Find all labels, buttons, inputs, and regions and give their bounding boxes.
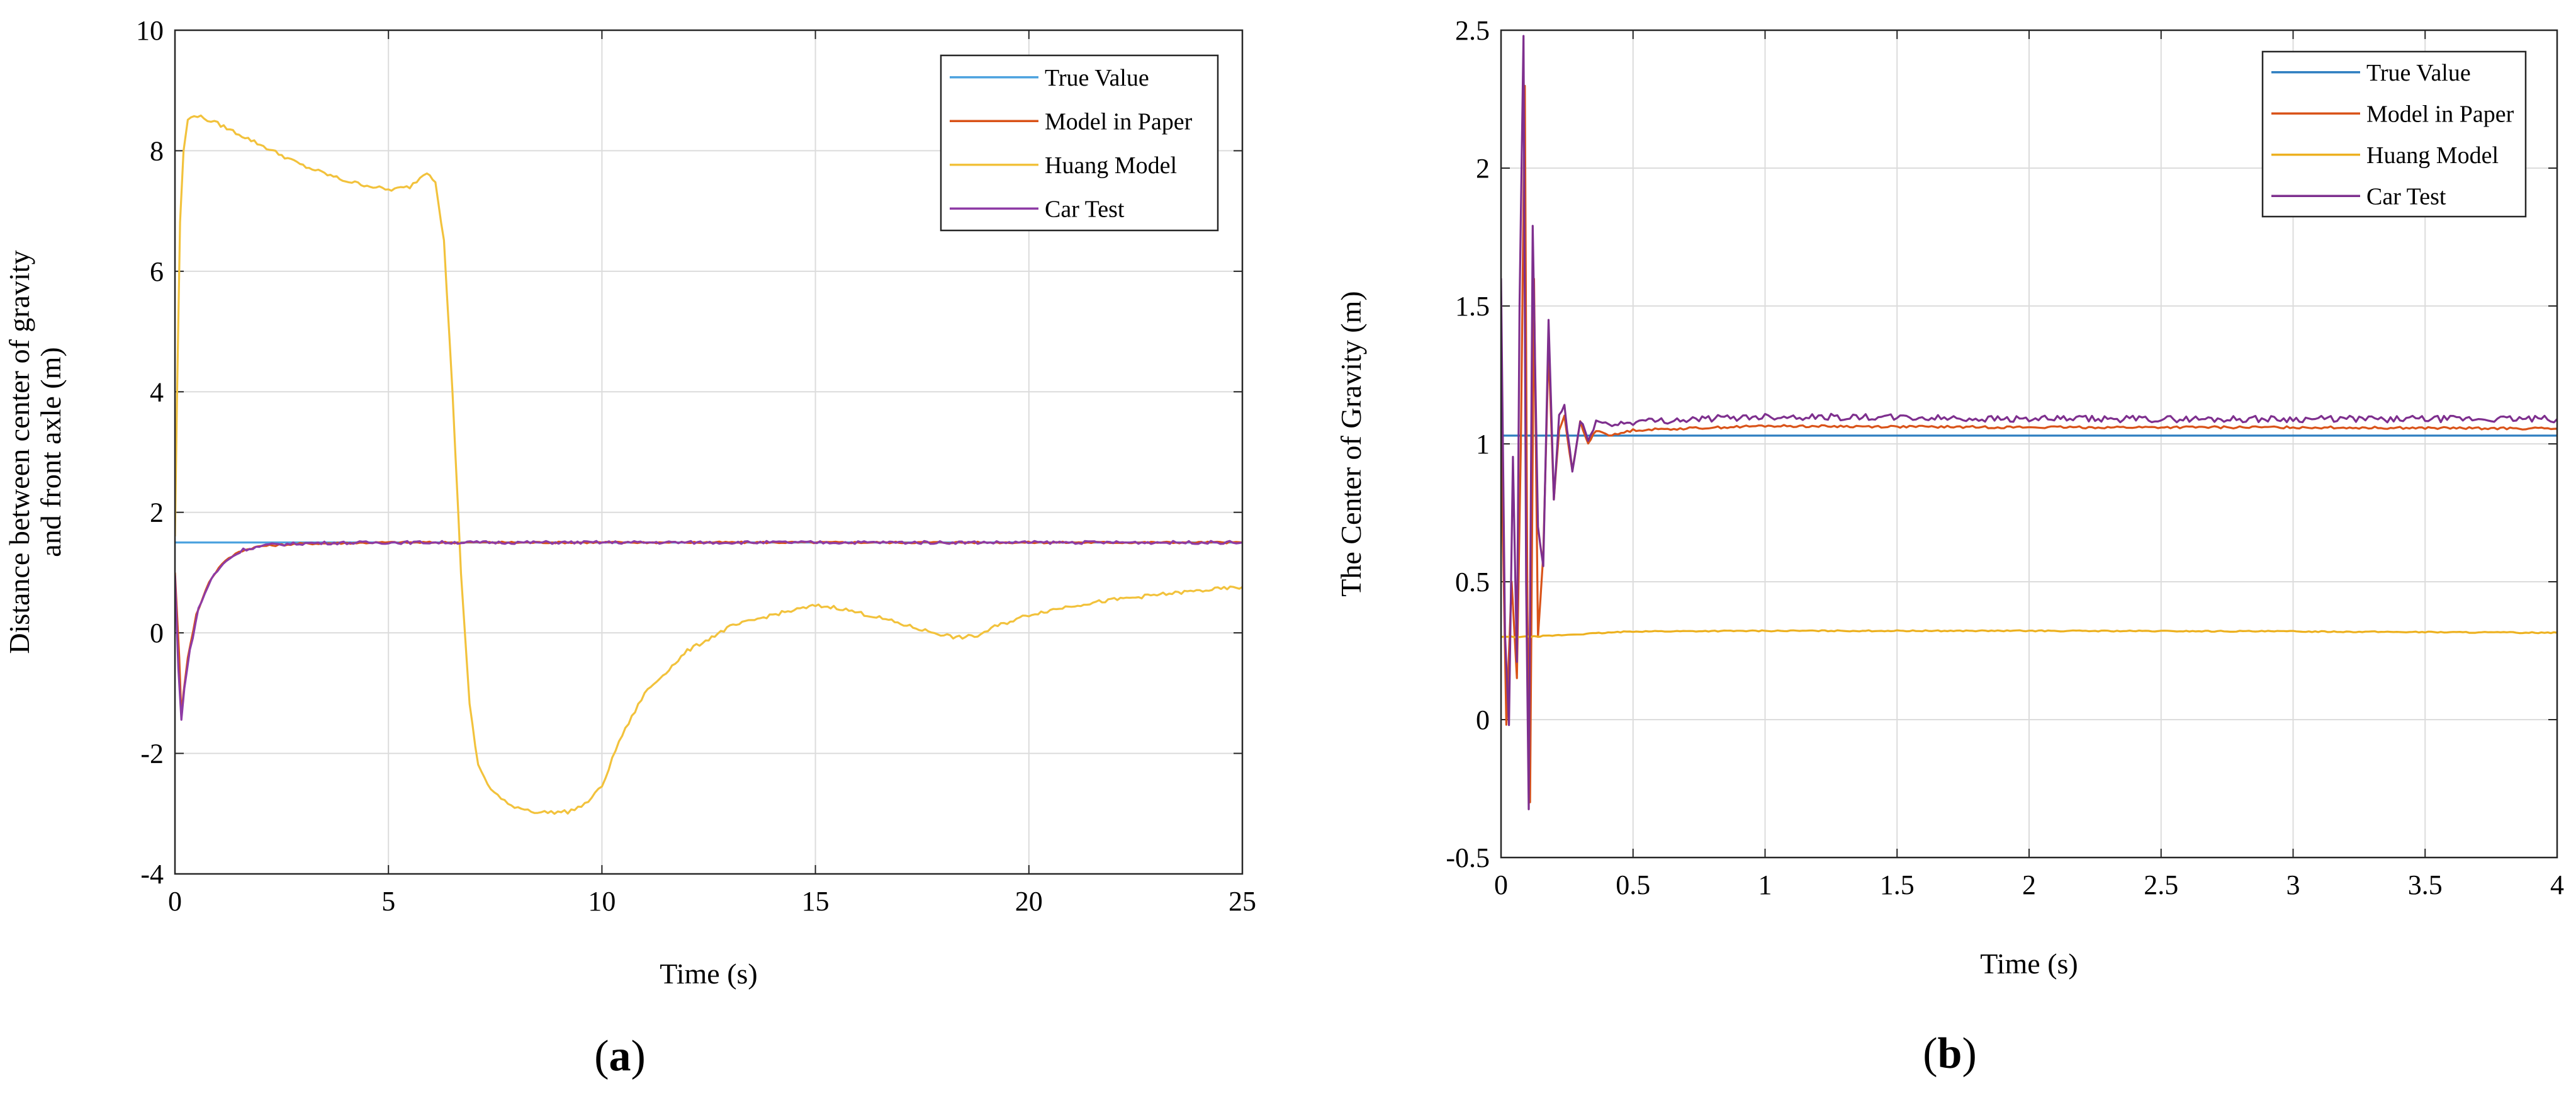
y-tick-label: 10	[136, 15, 164, 46]
legend-entry: Model in Paper	[2366, 101, 2514, 127]
series-line-car-test	[1501, 35, 2557, 810]
x-tick-label: 5	[381, 886, 395, 917]
x-tick-label: 1.5	[1880, 869, 1915, 900]
legend-entry: Car Test	[1045, 196, 1125, 222]
y-tick-label: -0.5	[1446, 842, 1490, 873]
y-tick-label: 8	[150, 135, 164, 166]
x-tick-label: 0	[168, 886, 182, 917]
y-axis-label-line2: and front axle (m)	[35, 347, 67, 557]
y-tick-label: 6	[150, 256, 164, 287]
legend-entry: Car Test	[2366, 183, 2446, 210]
legend-entry: True Value	[2366, 60, 2471, 86]
legend-box	[2261, 50, 2527, 218]
y-axis-label: The Center of Gravity (m)	[1335, 291, 1367, 596]
x-tick-label: 3	[2286, 869, 2300, 900]
y-tick-label: 2.5	[1455, 15, 1490, 46]
y-tick-label: -4	[140, 859, 164, 890]
series-line-model-in-paper	[1501, 84, 2557, 803]
series-group	[1501, 35, 2557, 810]
y-tick-label: 2	[150, 497, 164, 528]
series-line-car-test	[175, 540, 1242, 721]
x-tick-label: 25	[1229, 886, 1256, 917]
axes-box	[1500, 29, 2558, 859]
y-tick-label: 0	[150, 618, 164, 648]
series-line-huang-model	[1501, 629, 2557, 638]
panel-label-letter: a	[609, 1032, 631, 1080]
x-tick-label: 10	[588, 886, 616, 917]
y-tick-label: 1	[1476, 429, 1490, 460]
axes-box	[174, 29, 1244, 875]
y-tick-label: 2	[1476, 153, 1490, 184]
x-tick-label: 0	[1494, 869, 1508, 900]
x-axis-label: Time (s)	[1980, 948, 2078, 980]
series-line-huang-model	[175, 114, 1242, 815]
y-tick-label: 4	[150, 377, 164, 407]
y-tick-label: 0.5	[1455, 567, 1490, 597]
panel-label: (a)	[594, 1032, 646, 1080]
panel-a: 0 5 10 15 20 25 -4 -2 0 2 4 6 8 10 True Value Model in …	[3, 15, 1256, 1080]
x-tick-label: 1	[1758, 869, 1772, 900]
panel-label: (b)	[1923, 1029, 1977, 1078]
x-tick-label: 2.5	[2144, 869, 2178, 900]
y-tick-label: -2	[140, 739, 164, 769]
legend-entry: Huang Model	[1045, 152, 1177, 179]
x-tick-label: 3.5	[2408, 869, 2443, 900]
y-tick-label: 1.5	[1455, 291, 1490, 322]
y-tick-label: 0	[1476, 705, 1490, 735]
x-tick-label: 15	[802, 886, 830, 917]
legend-box	[940, 54, 1219, 232]
panel-label-letter: b	[1938, 1029, 1962, 1078]
legend-entry: Model in Paper	[1045, 108, 1193, 135]
x-tick-label: 0.5	[1616, 869, 1650, 900]
x-axis-label: Time (s)	[660, 958, 758, 990]
series-group	[175, 114, 1242, 815]
x-tick-label: 20	[1015, 886, 1043, 917]
x-tick-label: 2	[2022, 869, 2036, 900]
legend-entry: True Value	[1045, 65, 1149, 91]
legend-entry: Huang Model	[2366, 142, 2499, 169]
y-axis-label-line1: Distance between center of gravity	[3, 250, 35, 654]
x-tick-label: 4	[2550, 869, 2564, 900]
